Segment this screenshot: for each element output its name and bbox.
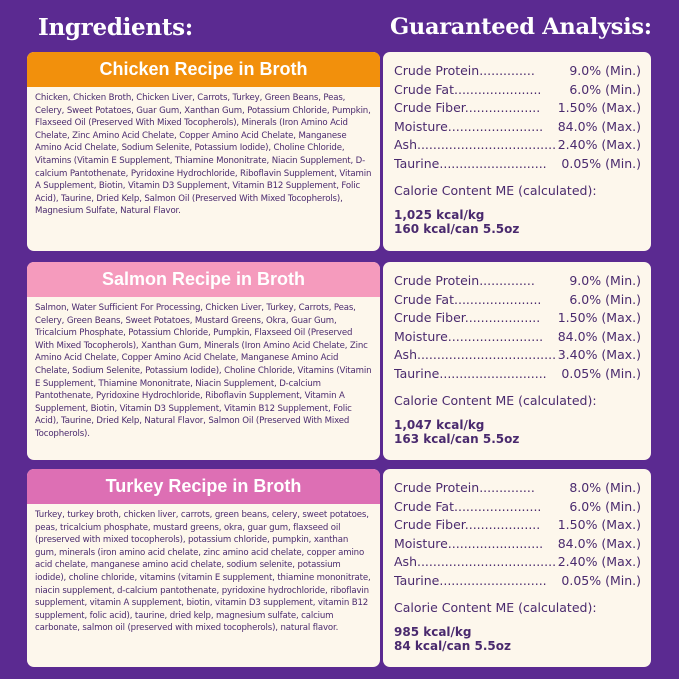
nutrient-row: Crude Fat...................... 6.0% (Min…: [394, 81, 641, 100]
nutrient-row: Moisture........................ 84.0% (M…: [394, 118, 641, 137]
nutrient-value: 1.50% (Max.): [557, 517, 641, 533]
nutrient-name: Crude Fat......................: [394, 291, 542, 307]
turkey-recipe-title: Turkey Recipe in Broth: [27, 469, 380, 504]
calorie-content-title: Calorie Content ME (calculated):: [394, 392, 597, 408]
salmon-recipe-title: Salmon Recipe in Broth: [27, 262, 380, 297]
nutrient-value: 84.0% (Max.): [557, 328, 641, 344]
nutrient-name: Ash...................................: [394, 137, 556, 153]
nutrient-row: Taurine........................... 0.05% …: [394, 365, 641, 384]
nutrient-name: Taurine...........................: [394, 572, 547, 588]
nutrient-name: Crude Fat......................: [394, 498, 542, 514]
nutrient-value: 6.0% (Min.): [569, 498, 641, 514]
calorie-per-kg: 985 kcal/kg: [394, 624, 472, 639]
nutrient-row: Moisture........................ 84.0% (M…: [394, 328, 641, 347]
calorie-per-can: 163 kcal/can 5.5oz: [394, 431, 520, 446]
nutrient-row: Crude Protein.............. 9.0% (Min.): [394, 272, 641, 291]
nutrient-name: Crude Fiber...................: [394, 100, 541, 116]
nutrient-value: 1.50% (Max.): [557, 100, 641, 116]
nutrient-value: 84.0% (Max.): [557, 118, 641, 134]
chicken-recipe-title: Chicken Recipe in Broth: [27, 52, 380, 87]
nutrient-row: Taurine........................... 0.05% …: [394, 155, 641, 174]
calorie-per-can: 160 kcal/can 5.5oz: [394, 221, 520, 236]
nutrient-row: Crude Fiber................... 1.50% (Max…: [394, 309, 641, 328]
guaranteed-analysis-heading: Guaranteed Analysis:: [390, 14, 652, 40]
calorie-content-title: Calorie Content ME (calculated):: [394, 182, 597, 198]
turkey-ingredients-text: Turkey, turkey broth, chicken liver, car…: [35, 510, 371, 634]
nutrient-value: 2.40% (Max.): [557, 554, 641, 570]
nutrient-row: Crude Fiber................... 1.50% (Max…: [394, 99, 641, 118]
nutrient-value: 2.40% (Max.): [557, 137, 641, 153]
salmon-analysis-card: Crude Protein.............. 9.0% (Min.) C…: [383, 262, 651, 460]
ingredients-heading: Ingredients:: [38, 14, 193, 41]
calorie-per-can: 84 kcal/can 5.5oz: [394, 638, 511, 653]
salmon-ingredients-card: Salmon Recipe in Broth Salmon, Water Suf…: [27, 262, 380, 460]
calorie-per-kg: 1,047 kcal/kg: [394, 417, 485, 432]
nutrient-name: Ash...................................: [394, 554, 556, 570]
nutrient-row: Crude Protein.............. 9.0% (Min.): [394, 62, 641, 81]
nutrient-value: 0.05% (Min.): [561, 572, 641, 588]
nutrient-name: Crude Protein..............: [394, 480, 535, 495]
nutrient-value: 6.0% (Min.): [569, 291, 641, 307]
nutrient-row: Crude Protein.............. 8.0% (Min.): [394, 479, 641, 498]
nutrient-value: 9.0% (Min.): [569, 63, 641, 78]
nutrient-name: Crude Fat......................: [394, 81, 542, 97]
nutrient-name: Crude Fiber...................: [394, 310, 541, 326]
nutrient-name: Moisture........................: [394, 535, 544, 551]
nutrient-name: Moisture........................: [394, 118, 544, 134]
nutrient-name: Taurine...........................: [394, 365, 547, 381]
nutrient-row: Crude Fiber................... 1.50% (Max…: [394, 516, 641, 535]
nutrient-value: 3.40% (Max.): [557, 347, 641, 363]
nutrient-row: Ash................................... 2.…: [394, 553, 641, 572]
nutrient-row: Crude Fat...................... 6.0% (Min…: [394, 291, 641, 310]
nutrient-value: 0.05% (Min.): [561, 155, 641, 171]
nutrient-value: 9.0% (Min.): [569, 273, 641, 288]
chicken-analysis-card: Crude Protein.............. 9.0% (Min.) C…: [383, 52, 651, 251]
nutrient-row: Ash................................... 2.…: [394, 136, 641, 155]
salmon-ingredients-text: Salmon, Water Sufficient For Processing,…: [35, 303, 372, 439]
nutrient-row: Crude Fat...................... 6.0% (Min…: [394, 498, 641, 517]
nutrient-value: 6.0% (Min.): [569, 81, 641, 97]
nutrient-row: Taurine........................... 0.05% …: [394, 572, 641, 591]
nutrient-value: 0.05% (Min.): [561, 365, 641, 381]
nutrient-name: Crude Protein..............: [394, 63, 535, 78]
nutrient-value: 84.0% (Max.): [557, 535, 641, 551]
nutrient-value: 8.0% (Min.): [569, 480, 641, 495]
nutrient-name: Moisture........................: [394, 328, 544, 344]
nutrient-value: 1.50% (Max.): [557, 310, 641, 326]
nutrient-name: Ash...................................: [394, 347, 556, 363]
calorie-content-title: Calorie Content ME (calculated):: [394, 599, 597, 615]
nutrient-name: Taurine...........................: [394, 155, 547, 171]
turkey-ingredients-card: Turkey Recipe in Broth Turkey, turkey br…: [27, 469, 380, 667]
chicken-ingredients-card: Chicken Recipe in Broth Chicken, Chicken…: [27, 52, 380, 251]
nutrient-name: Crude Fiber...................: [394, 517, 541, 533]
turkey-analysis-card: Crude Protein.............. 8.0% (Min.) C…: [383, 469, 651, 667]
nutrient-row: Ash................................... 3.…: [394, 346, 641, 365]
nutrient-name: Crude Protein..............: [394, 273, 535, 288]
calorie-per-kg: 1,025 kcal/kg: [394, 207, 485, 222]
chicken-ingredients-text: Chicken, Chicken Broth, Chicken Liver, C…: [35, 93, 372, 217]
nutrient-row: Moisture........................ 84.0% (M…: [394, 535, 641, 554]
